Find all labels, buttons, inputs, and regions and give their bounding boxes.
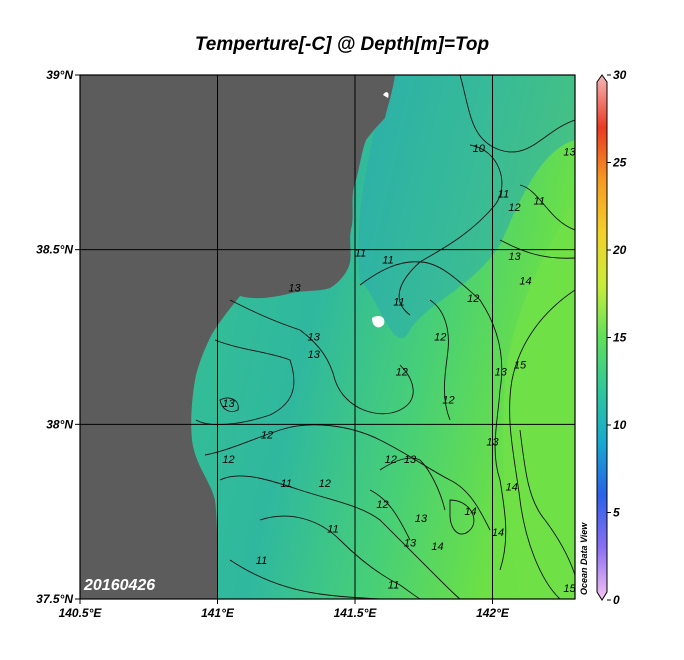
lat-tick-label: 39°N (46, 68, 73, 82)
colorbar-tick-label: 20 (612, 243, 627, 257)
lon-tick-label: 141.5°E (334, 606, 378, 620)
lat-tick-label: 38°N (46, 417, 73, 431)
contour-label: 12 (319, 478, 331, 490)
contour-label: 13 (495, 366, 508, 378)
colorbar-tick-label: 0 (613, 593, 620, 607)
colorbar-tick-label: 25 (612, 156, 627, 170)
contour-label: 11 (498, 188, 509, 200)
date-stamp: 20160426 (83, 577, 155, 594)
map-title: Temperture[-C] @ Depth[m]=Top (194, 34, 490, 55)
map-border (79, 74, 576, 600)
colorbar-ticks: 30 25 20 15 10 5 0 (607, 68, 627, 607)
map-area: 10 11 12 11 13 13 14 11 11 11 13 12 12 13 13 12 12 13 15 13… (80, 75, 576, 599)
contour-label: 13 (404, 538, 417, 550)
contour-label: 12 (467, 293, 479, 305)
contour-label: 11 (355, 248, 366, 260)
contour-label: 12 (434, 331, 446, 343)
colorbar-tick-label: 5 (613, 506, 620, 520)
contour-label: 11 (393, 297, 404, 309)
island (383, 92, 389, 98)
contour-label: 11 (534, 195, 545, 207)
colorbar-tick-label: 10 (613, 418, 627, 432)
contour-lines (195, 75, 575, 599)
contour-labels: 10 11 12 11 13 13 14 11 11 11 13 12 12 13 13 12 12 13 15 13… (222, 143, 576, 595)
contour-label: 12 (222, 454, 234, 466)
contour-label: 15 (563, 583, 576, 595)
contour-label: 15 (514, 359, 527, 371)
contour-label: 12 (385, 454, 397, 466)
contour-label: 11 (256, 555, 267, 567)
longitude-axis: 140.5°E 141°E 141.5°E 142°E (59, 606, 510, 620)
cool-water-patch (358, 75, 575, 339)
contour-label: 13 (222, 398, 235, 410)
contour-label: 14 (492, 527, 504, 539)
contour-label: 11 (327, 524, 338, 536)
lat-tick-label: 37.5°N (36, 592, 73, 606)
contour-label: 12 (396, 366, 408, 378)
colorbar-bar (596, 74, 608, 601)
watermark: Ocean Data View (579, 522, 589, 595)
colorbar: 30 25 20 15 10 5 0 (596, 68, 627, 607)
contour-label: 12 (261, 429, 273, 441)
island (372, 316, 385, 328)
contour-label: 12 (376, 499, 388, 511)
contour-label: 13 (288, 283, 301, 295)
contour-label: 11 (281, 478, 292, 490)
land-mass (80, 75, 395, 599)
contour-label: 13 (308, 331, 321, 343)
contour-label: 11 (382, 255, 393, 267)
contour-label: 10 (473, 143, 486, 155)
lat-tick-label: 38.5°N (36, 243, 73, 257)
contour-label: 12 (508, 202, 520, 214)
warm-water-band (503, 200, 575, 599)
contour-label: 14 (506, 482, 518, 494)
colorbar-tick-label: 30 (613, 68, 627, 82)
colorbar-tick-label: 15 (613, 331, 627, 345)
contour-label: 13 (508, 251, 521, 263)
contour-label: 13 (404, 454, 417, 466)
contour-label: 13 (415, 513, 428, 525)
contour-label: 14 (431, 541, 443, 553)
lon-tick-label: 142°E (476, 606, 510, 620)
latitude-axis: 37.5°N 38°N 38.5°N 39°N (36, 68, 73, 606)
contour-label: 14 (464, 506, 476, 518)
lon-tick-label: 141°E (201, 606, 235, 620)
contour-label: 11 (388, 580, 399, 592)
contour-label: 14 (519, 276, 531, 288)
contour-label: 12 (442, 394, 454, 406)
contour-label: 13 (563, 146, 576, 158)
lon-tick-label: 140.5°E (59, 606, 103, 620)
contour-label: 13 (308, 349, 321, 361)
